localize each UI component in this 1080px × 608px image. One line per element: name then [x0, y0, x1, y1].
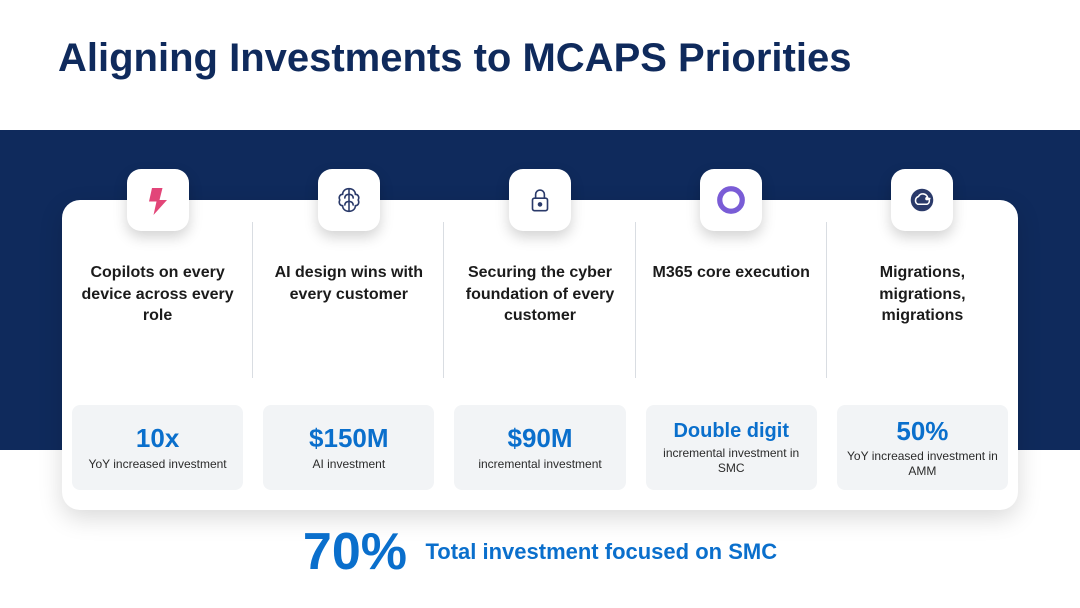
footer-summary: 70% Total investment focused on SMC [0, 522, 1080, 582]
priority-heading: AI design wins with every customer [267, 262, 430, 305]
priority-column: M365 core execution Double digit increme… [636, 200, 827, 510]
priorities-card: Copilots on every device across every ro… [62, 200, 1018, 510]
metric-label: AI investment [312, 457, 385, 471]
metric-value: 10x [136, 424, 179, 453]
page-title: Aligning Investments to MCAPS Priorities [58, 36, 851, 81]
metric-value: 50% [896, 417, 948, 446]
metric-value: $150M [309, 424, 389, 453]
cloud-icon [891, 169, 953, 231]
metric-label: incremental investment [478, 457, 601, 471]
priority-column: Migrations, migrations, migrations 50% Y… [827, 200, 1018, 510]
priority-heading: Securing the cyber foundation of every c… [458, 262, 621, 327]
metric-label: incremental investment in SMC [654, 446, 809, 475]
metric-value: Double digit [673, 420, 789, 442]
footer-percent: 70% [303, 522, 407, 582]
metric-box: $90M incremental investment [454, 405, 625, 490]
m365-icon [700, 169, 762, 231]
metric-box: Double digit incremental investment in S… [646, 405, 817, 490]
metric-label: YoY increased investment [89, 457, 227, 471]
columns-container: Copilots on every device across every ro… [62, 200, 1018, 510]
metric-box: 50% YoY increased investment in AMM [837, 405, 1008, 490]
priority-heading: Migrations, migrations, migrations [841, 262, 1004, 327]
priority-column: Securing the cyber foundation of every c… [444, 200, 635, 510]
metric-box: $150M AI investment [263, 405, 434, 490]
priority-column: Copilots on every device across every ro… [62, 200, 253, 510]
footer-text: Total investment focused on SMC [425, 539, 777, 565]
copilot-icon [127, 169, 189, 231]
metric-box: 10x YoY increased investment [72, 405, 243, 490]
priority-heading: Copilots on every device across every ro… [76, 262, 239, 327]
priority-column: AI design wins with every customer $150M… [253, 200, 444, 510]
lock-icon [509, 169, 571, 231]
brain-icon [318, 169, 380, 231]
metric-value: $90M [507, 424, 572, 453]
priority-heading: M365 core execution [650, 262, 813, 284]
metric-label: YoY increased investment in AMM [845, 449, 1000, 478]
slide: Aligning Investments to MCAPS Priorities… [0, 0, 1080, 608]
